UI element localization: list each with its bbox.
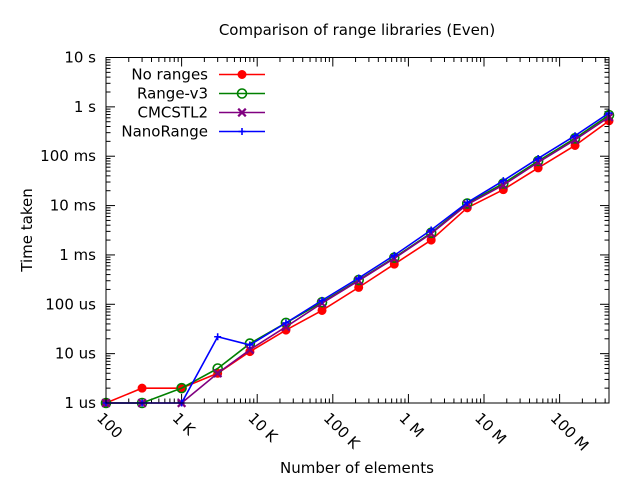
data-point-nanorange <box>318 296 326 304</box>
legend-marker-nanorange <box>238 128 246 135</box>
y-tick-label: 10 us <box>55 345 96 363</box>
y-axis-label: Time taken <box>18 188 36 272</box>
data-point-range-v3 <box>176 382 187 394</box>
data-point-no-ranges <box>317 305 327 315</box>
data-point-no-ranges <box>354 282 364 292</box>
data-point-nanorange <box>282 319 290 327</box>
y-tick-label: 1 us <box>64 394 96 412</box>
x-tick-label: 100 <box>93 409 126 442</box>
data-point-cmcstl2 <box>213 368 223 378</box>
plot-frame <box>105 57 610 404</box>
data-point-nanorange <box>571 132 579 140</box>
data-point-nanorange <box>214 333 222 341</box>
axis-ticks: 1 us 10 us 100 us 1 ms 10 ms 100 ms 1 s 10 s 100… <box>40 49 609 455</box>
y-tick-label: 10 s <box>64 49 96 67</box>
x-tick-label: 1 M <box>396 409 428 441</box>
legend-label-nanorange: NanoRange <box>121 123 208 141</box>
y-tick-label: 10 ms <box>50 197 96 215</box>
legend-label-no-ranges: No ranges <box>131 66 208 84</box>
data-point-nanorange <box>534 154 542 162</box>
x-tick-label: 100 K <box>320 409 364 453</box>
y-tick-label: 1 s <box>74 98 96 116</box>
legend-label-range-v3: Range-v3 <box>137 85 208 103</box>
data-point-nanorange <box>499 177 507 185</box>
y-tick-label: 1 ms <box>59 246 96 264</box>
data-point-nanorange <box>355 274 363 282</box>
x-tick-label: 1 K <box>169 409 200 440</box>
legend-marker-range-v3 <box>236 88 248 99</box>
series-line-range-v3 <box>106 114 610 404</box>
data-point-range-v3 <box>461 198 473 209</box>
data-point-nanorange <box>246 341 254 349</box>
data-point-nanorange <box>427 226 435 234</box>
x-tick-label: 100 M <box>547 409 592 454</box>
data-point-cmcstl2 <box>245 345 255 355</box>
y-tick-label: 100 us <box>45 295 96 313</box>
series-line-nanorange <box>106 112 610 404</box>
data-point-nanorange <box>463 199 471 207</box>
y-tick-label: 100 ms <box>40 147 96 165</box>
series-layer <box>100 109 615 409</box>
data-point-nanorange <box>390 251 398 259</box>
chart-title: Comparison of range libraries (Even) <box>219 21 495 39</box>
x-tick-label: 10 K <box>244 409 281 446</box>
x-axis-label: Number of elements <box>280 459 434 477</box>
legend-label-cmcstl2: CMCSTL2 <box>138 104 208 122</box>
legend-marker-cmcstl2 <box>237 107 247 118</box>
data-point-no-ranges <box>570 140 580 150</box>
legend-marker-no-ranges <box>237 70 247 79</box>
data-point-no-ranges <box>137 383 147 393</box>
data-point-no-ranges <box>426 235 436 245</box>
x-tick-label: 10 M <box>471 409 510 448</box>
